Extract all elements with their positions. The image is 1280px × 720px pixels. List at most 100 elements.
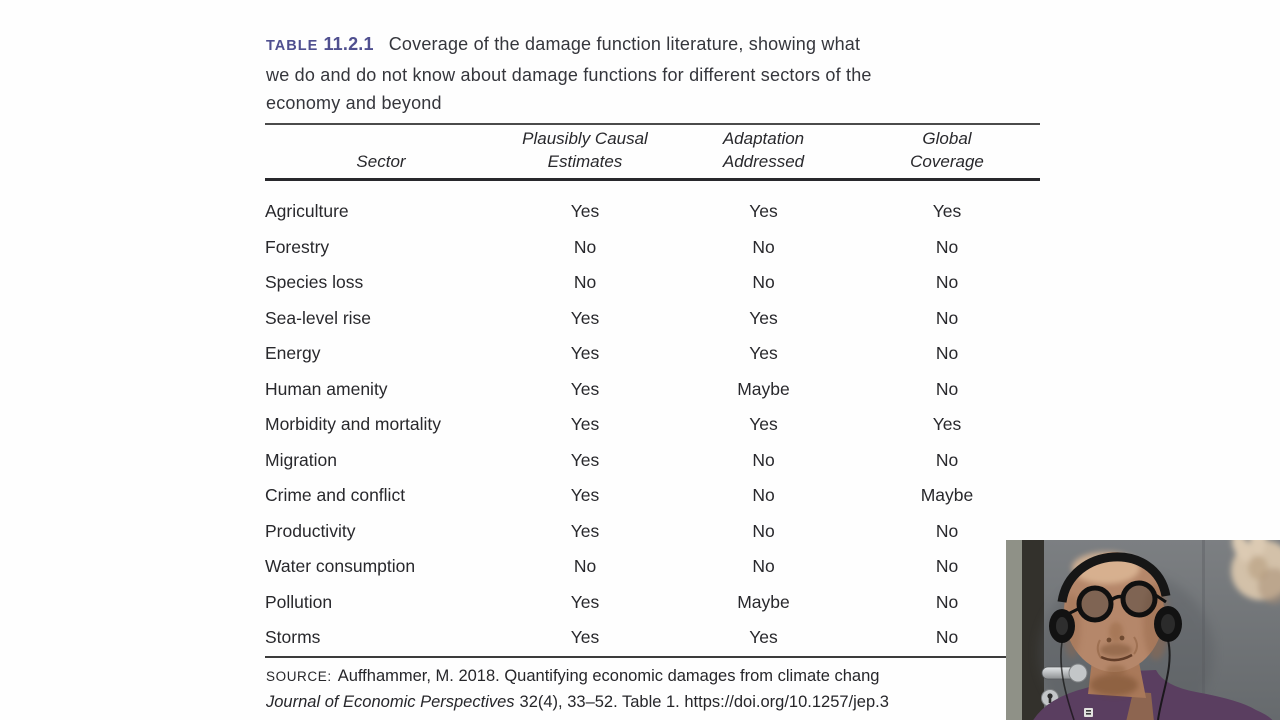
presenter-webcam-illustration	[1006, 540, 1280, 720]
headphone-cable	[1157, 639, 1171, 720]
cell-global-coverage: No	[935, 449, 959, 470]
table-word: TABLE	[266, 38, 319, 54]
cell-adaptation-addressed: Yes	[749, 201, 778, 222]
column-header-line1: Global	[922, 129, 972, 148]
caption-line-1: Coverage of the damage function literatu…	[388, 34, 861, 54]
source-line1-text: Auffhammer, M. 2018. Quantifying economi…	[337, 667, 880, 685]
cell-sector: Water consumption	[265, 556, 416, 577]
source-line-2: Journal of Economic Perspectives 32(4), 3…	[266, 690, 1276, 716]
column-header-line1: Plausibly Causal	[522, 129, 648, 148]
cell-global-coverage: No	[935, 272, 959, 293]
cell-adaptation-addressed: No	[752, 449, 775, 470]
column-header-line1: Adaptation	[722, 129, 805, 148]
shirt-collar-opening	[1126, 692, 1154, 720]
table-caption: TABLE 11.2.1 Coverage of the damage funct…	[266, 30, 1008, 118]
column-header: Global Coverage	[854, 127, 1040, 173]
cell-causal-estimates: Yes	[570, 485, 600, 506]
column-header-line2: Addressed	[722, 152, 805, 171]
cell-causal-estimates: No	[573, 236, 597, 257]
cell-adaptation-addressed: No	[752, 520, 775, 541]
cell-global-coverage: No	[935, 236, 959, 257]
cell-adaptation-addressed: No	[752, 485, 775, 506]
column-header-line2: Coverage	[910, 152, 984, 171]
table-row: Species loss No No No	[265, 265, 1040, 301]
column-header: Plausibly Causal Estimates	[497, 127, 673, 173]
cell-sector: Human amenity	[265, 378, 388, 399]
presenter-hand	[1231, 540, 1280, 604]
table-row: Water consumption No No No	[265, 549, 1040, 585]
table-row: Human amenity Yes Maybe No	[265, 372, 1040, 408]
cell-global-coverage: Yes	[932, 201, 962, 222]
wall-strip	[1006, 540, 1022, 720]
source-line-1: SOURCE: Auffhammer, M. 2018. Quantifying …	[266, 664, 1276, 690]
cell-adaptation-addressed: Yes	[749, 343, 778, 364]
headphones	[1049, 552, 1182, 720]
smile-line-right	[1133, 636, 1138, 655]
table-row: Sea-level rise Yes Yes No	[265, 301, 1040, 337]
cell-sector: Crime and conflict	[265, 485, 406, 506]
cell-sector: Productivity	[265, 520, 356, 541]
nose	[1109, 622, 1123, 642]
cell-causal-estimates: No	[573, 556, 597, 577]
cell-causal-estimates: Yes	[570, 378, 600, 399]
door-handle	[1041, 663, 1088, 683]
smile-line-left	[1096, 639, 1102, 659]
cell-sector: Morbidity and mortality	[265, 414, 442, 435]
cell-sector: Species loss	[265, 272, 364, 293]
table-row: Agriculture Yes Yes Yes	[265, 194, 1040, 230]
cell-causal-estimates: Yes	[570, 449, 600, 470]
nostril-right	[1119, 635, 1125, 641]
upper-lip-shadow	[1100, 643, 1132, 657]
cell-causal-estimates: Yes	[570, 343, 600, 364]
nostril-left	[1106, 637, 1112, 643]
table-row: Morbidity and mortality Yes Yes Yes	[265, 407, 1040, 443]
table-row: Pollution Yes Maybe No	[265, 585, 1040, 621]
cell-adaptation-addressed: No	[752, 556, 775, 577]
caption-line-3: economy and beyond	[266, 93, 442, 113]
cell-sector: Sea-level rise	[265, 307, 372, 328]
cell-global-coverage: No	[935, 627, 959, 648]
cell-global-coverage: No	[935, 591, 959, 612]
cell-adaptation-addressed: Yes	[749, 307, 778, 328]
cell-causal-estimates: Yes	[570, 307, 600, 328]
presenter	[1033, 552, 1273, 720]
table-row: Migration Yes No No	[265, 443, 1040, 479]
cell-causal-estimates: Yes	[570, 520, 600, 541]
cell-sector: Pollution	[265, 591, 333, 612]
chin-crease	[1106, 665, 1126, 675]
table-number: 11.2.1	[323, 34, 374, 54]
column-header-line2: Sector	[356, 152, 406, 171]
round-glasses	[1067, 580, 1167, 623]
table-row: Forestry No No No	[265, 230, 1040, 266]
cell-sector: Energy	[265, 343, 321, 364]
cell-sector: Forestry	[265, 236, 330, 257]
presenter-webcam	[1006, 540, 1280, 720]
cell-global-coverage: No	[935, 520, 959, 541]
table-row: Energy Yes Yes No	[265, 336, 1040, 372]
cell-global-coverage: No	[935, 556, 959, 577]
caption-line-2: we do and do not know about damage funct…	[266, 64, 872, 85]
mouth	[1100, 653, 1133, 662]
cell-adaptation-addressed: No	[752, 272, 775, 293]
source-label: SOURCE:	[266, 669, 332, 684]
journal-title: Journal of Economic Perspectives	[266, 692, 515, 711]
column-header-line2: Estimates	[547, 152, 623, 171]
cell-causal-estimates: Yes	[570, 591, 600, 612]
source-line2-text: 32(4), 33–52. Table 1. https://doi.org/1…	[519, 692, 889, 711]
cell-sector: Agriculture	[265, 201, 349, 222]
table-number-label: TABLE 11.2.1	[266, 34, 374, 54]
cell-adaptation-addressed: Yes	[749, 627, 778, 648]
cell-global-coverage: No	[935, 343, 959, 364]
cell-global-coverage: Yes	[932, 414, 962, 435]
headphone-cable-left	[1060, 641, 1075, 720]
cell-causal-estimates: Yes	[570, 414, 600, 435]
cell-global-coverage: No	[935, 307, 959, 328]
table-header-row: Sector Plausibly Causal Estimates Adapta…	[265, 125, 1040, 181]
cell-adaptation-addressed: No	[752, 236, 775, 257]
cell-global-coverage: No	[935, 378, 959, 399]
cell-causal-estimates: Yes	[570, 201, 600, 222]
cell-sector: Storms	[265, 627, 321, 648]
damage-function-table: Sector Plausibly Causal Estimates Adapta…	[265, 123, 1040, 658]
door-frame	[1022, 540, 1044, 720]
